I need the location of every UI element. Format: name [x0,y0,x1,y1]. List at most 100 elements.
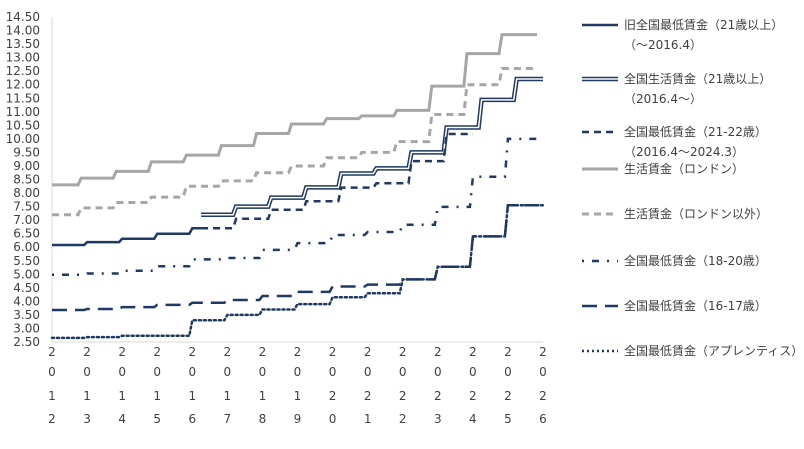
x-tick-char: 5 [153,412,161,426]
legend-label: （～2016.4） [624,38,702,52]
legend-label: 旧全国最低賃金（21歳以上） [624,18,784,32]
legend-swatch [582,167,618,171]
y-tick-label: 3.50 [13,308,40,322]
series-2 [201,132,473,230]
x-tick-char: 2 [469,345,477,359]
y-tick-label: 4.50 [13,281,40,295]
series-line [52,137,543,277]
x-tick-char: 2 [539,345,547,359]
series-0 [52,227,202,247]
legend-swatch [582,349,618,353]
x-tick-char: 0 [399,365,407,379]
x-tick-char: 3 [434,412,442,426]
x-tick-char: 2 [118,345,126,359]
x-tick-char: 0 [83,365,91,379]
x-tick-label: 2024 [469,345,477,426]
x-tick-label: 2016 [188,345,196,426]
x-tick-char: 0 [48,365,56,379]
series-5 [52,137,543,277]
x-tick-char: 2 [504,389,512,403]
x-tick-char: 0 [434,365,442,379]
legend-swatch [582,259,618,263]
x-tick-char: 1 [294,389,302,403]
x-tick-char: 1 [364,412,372,426]
x-tick-char: 4 [118,412,126,426]
series-3 [52,33,537,187]
series-6 [52,203,543,312]
x-tick-char: 2 [539,389,547,403]
x-tick-char: 1 [48,389,56,403]
y-tick-label: 14.50 [6,10,40,24]
y-tick-label: 9.50 [13,145,40,159]
x-tick-char: 1 [118,389,126,403]
x-tick-char: 1 [153,389,161,403]
x-tick-char: 3 [83,412,91,426]
x-tick-char: 9 [294,412,302,426]
y-tick-label: 8.00 [13,186,40,200]
x-tick-char: 2 [48,412,56,426]
legend-label: 生活賃金（ロンドン以外） [624,207,769,221]
legend-swatch [582,23,618,27]
x-tick-char: 2 [399,412,407,426]
y-tick-label: 2.50 [13,335,40,349]
x-tick-char: 5 [504,412,512,426]
legend-label: 全国最低賃金（アプレンティス） [624,344,804,358]
y-tick-label: 7.00 [13,213,40,227]
y-tick-label: 11.00 [6,105,40,119]
series-line [50,203,545,340]
x-tick-char: 1 [259,389,267,403]
x-tick-char: 2 [294,345,302,359]
legend-swatch [582,76,618,82]
series-line [201,132,473,230]
legend-label: 全国最低賃金（21-22歳） [624,125,767,139]
series-line-inner [201,78,543,216]
x-tick-char: 0 [188,365,196,379]
x-tick-char: 0 [469,365,477,379]
x-tick-char: 2 [504,345,512,359]
x-tick-char: 6 [188,412,196,426]
x-tick-char: 2 [153,345,161,359]
x-tick-char: 0 [329,412,337,426]
x-tick-char: 0 [364,365,372,379]
x-tick-char: 2 [399,345,407,359]
x-tick-char: 1 [83,389,91,403]
legend-label: （2016.4～） [624,92,702,106]
y-tick-label: 5.00 [13,267,40,281]
y-tick-label: 9.00 [13,159,40,173]
x-tick-char: 2 [469,389,477,403]
series-line [52,203,543,312]
legend-label: （2016.4～2024.3） [624,145,744,159]
x-tick-char: 0 [539,365,547,379]
x-tick-char: 0 [259,365,267,379]
x-tick-char: 0 [294,365,302,379]
x-tick-char: 2 [364,389,372,403]
x-tick-char: 6 [539,412,547,426]
x-tick-char: 0 [504,365,512,379]
y-tick-label: 10.00 [6,132,40,146]
y-tick-label: 10.50 [6,118,40,132]
y-tick-label: 12.50 [6,64,40,78]
series-4 [52,67,537,217]
legend-label: 生活賃金（ロンドン） [624,162,745,176]
y-tick-label: 4.00 [13,294,40,308]
x-tick-char: 2 [329,389,337,403]
x-tick-char: 2 [329,345,337,359]
x-tick-char: 2 [259,345,267,359]
x-tick-char: 1 [224,389,232,403]
x-tick-char: 2 [434,389,442,403]
x-tick-char: 0 [329,365,337,379]
y-tick-label: 6.50 [13,227,40,241]
x-tick-char: 0 [224,365,232,379]
y-tick-label: 3.00 [13,321,40,335]
x-tick-char: 0 [153,365,161,379]
legend-swatch [582,212,618,216]
x-tick-char: 4 [469,412,477,426]
series-7 [50,203,545,340]
